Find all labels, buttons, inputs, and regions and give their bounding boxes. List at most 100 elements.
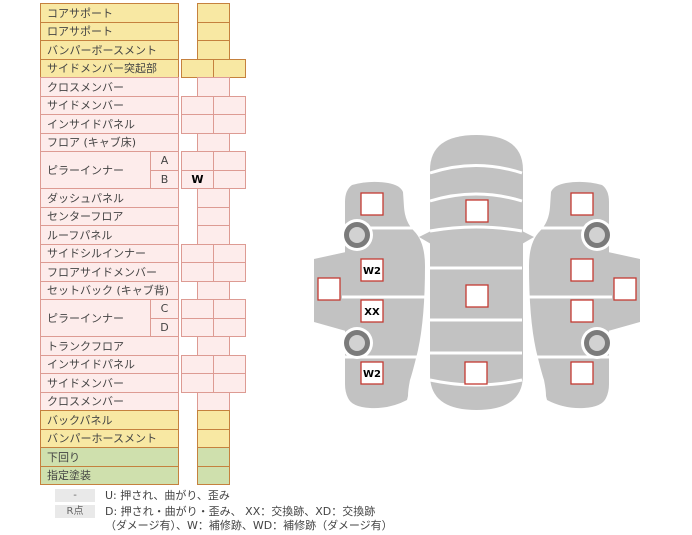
check-cell bbox=[197, 77, 230, 97]
rear-wheel-icon bbox=[581, 327, 613, 359]
legend-badge-dash: - bbox=[55, 489, 95, 502]
part-sub-label: D bbox=[150, 317, 179, 337]
check-cell bbox=[213, 169, 246, 189]
part-label: ロアサポート bbox=[40, 21, 179, 41]
check-cell bbox=[213, 243, 246, 263]
part-label: ピラーインナー bbox=[40, 151, 151, 189]
table-row: 下回り bbox=[40, 447, 179, 467]
right-side-view bbox=[526, 181, 640, 409]
marker-square-left-fender bbox=[360, 192, 384, 216]
table-row: インサイドパネル bbox=[40, 114, 179, 134]
legend-badge-rpoint: R点 bbox=[55, 505, 95, 518]
panel-divider-lines bbox=[429, 164, 523, 387]
check-cell bbox=[181, 262, 214, 282]
check-cell bbox=[181, 58, 214, 78]
check-cell bbox=[197, 280, 230, 300]
check-cell bbox=[213, 373, 246, 393]
marker-square-right-rear-fender bbox=[570, 361, 594, 385]
mark-left-rear-door: XX bbox=[364, 307, 380, 318]
table-row: フロア (キャブ床) bbox=[40, 132, 179, 152]
left-side-view: W2 XX W2 bbox=[314, 181, 428, 409]
check-cell bbox=[197, 188, 230, 208]
table-row: センターフロア bbox=[40, 206, 179, 226]
part-sub-label: A bbox=[150, 151, 179, 171]
marker-square-left-rear-door bbox=[360, 299, 384, 323]
table-row: サイドメンバー bbox=[40, 95, 179, 115]
rear-wheel-icon bbox=[341, 327, 373, 359]
check-cell bbox=[197, 21, 230, 41]
left-side-body bbox=[345, 181, 425, 409]
right-mirror-icon bbox=[522, 231, 534, 244]
part-label: フロア (キャブ床) bbox=[40, 132, 179, 152]
table-row: バンパーホースメント bbox=[40, 428, 179, 448]
table-row: バックパネル bbox=[40, 410, 179, 430]
mark-left-rear-fender: W2 bbox=[363, 369, 381, 380]
part-sub-label: C bbox=[150, 299, 179, 319]
check-grid: W bbox=[181, 3, 247, 485]
legend-text-d-line2: （ダメージ有）、W：補修跡、WD：補修跡（ダメージ有） bbox=[105, 519, 393, 532]
table-row: サイドシルインナー bbox=[40, 243, 179, 263]
table-row: ダッシュパネル bbox=[40, 188, 179, 208]
part-label: セットバック (キャブ背) bbox=[40, 280, 179, 300]
table-row-pair: ピラーインナー A B bbox=[40, 151, 179, 189]
part-label: バックパネル bbox=[40, 410, 179, 430]
marker-square-right-fender bbox=[570, 192, 594, 216]
check-cell bbox=[181, 114, 214, 134]
check-cell: W bbox=[181, 169, 214, 189]
left-mirror-icon bbox=[419, 231, 431, 244]
table-row: ルーフパネル bbox=[40, 225, 179, 245]
marker-square-right-rear-door bbox=[570, 299, 594, 323]
legend-text-u: U: 押され、曲がり、歪み bbox=[105, 489, 230, 502]
part-label: コアサポート bbox=[40, 3, 179, 23]
part-label: 下回り bbox=[40, 447, 179, 467]
check-cell bbox=[213, 151, 246, 171]
table-row: 指定塗装 bbox=[40, 465, 179, 485]
table-row: コアサポート bbox=[40, 3, 179, 23]
check-cell bbox=[197, 206, 230, 226]
check-cell bbox=[181, 151, 214, 171]
part-label: フロアサイドメンバー bbox=[40, 262, 179, 282]
part-label: サイドメンバー bbox=[40, 373, 179, 393]
table-row: クロスメンバー bbox=[40, 77, 179, 97]
check-cell bbox=[197, 336, 230, 356]
part-label: サイドメンバー bbox=[40, 95, 179, 115]
table-row: サイドメンバー bbox=[40, 373, 179, 393]
marker-square-left-sill bbox=[317, 277, 341, 301]
part-label: ダッシュパネル bbox=[40, 188, 179, 208]
part-label: バンパーボースメント bbox=[40, 40, 179, 60]
check-cell bbox=[197, 428, 230, 448]
marker-square-hood bbox=[465, 199, 489, 223]
check-cell bbox=[197, 447, 230, 467]
part-label: ルーフパネル bbox=[40, 225, 179, 245]
legend-row-r: R点 D: 押され・曲がり・歪み、 XX：交換跡、XD：交換跡 （ダメージ有）、… bbox=[55, 505, 393, 533]
part-label: バンパーホースメント bbox=[40, 428, 179, 448]
check-cell bbox=[181, 373, 214, 393]
marker-square-left-rear-fender bbox=[360, 361, 384, 385]
check-cell bbox=[213, 354, 246, 374]
part-label: クロスメンバー bbox=[40, 391, 179, 411]
check-cell bbox=[181, 354, 214, 374]
legend-text-d-line1: D: 押され・曲がり・歪み、 XX：交換跡、XD：交換跡 bbox=[105, 505, 376, 518]
right-side-body bbox=[529, 181, 609, 409]
parts-table: コアサポート ロアサポート バンパーボースメント サイドメンバー突起部 クロスメ… bbox=[40, 3, 179, 485]
top-view-body bbox=[430, 135, 523, 410]
check-cell bbox=[213, 95, 246, 115]
table-row: ロアサポート bbox=[40, 21, 179, 41]
check-cell bbox=[197, 132, 230, 152]
mark-left-front-door: W2 bbox=[363, 266, 381, 277]
check-cell bbox=[213, 58, 246, 78]
table-row: サイドメンバー突起部 bbox=[40, 58, 179, 78]
marker-square-trunk bbox=[464, 361, 488, 385]
check-cell bbox=[213, 299, 246, 319]
check-cell bbox=[213, 114, 246, 134]
part-label: ピラーインナー bbox=[40, 299, 151, 337]
check-cell bbox=[181, 317, 214, 337]
part-label: インサイドパネル bbox=[40, 114, 179, 134]
check-cell bbox=[181, 95, 214, 115]
front-wheel-icon bbox=[341, 219, 373, 251]
part-label: サイドメンバー突起部 bbox=[40, 58, 179, 78]
marker-square-right-sill bbox=[613, 277, 637, 301]
car-diagram: W2 XX W2 bbox=[314, 135, 640, 410]
part-label: サイドシルインナー bbox=[40, 243, 179, 263]
